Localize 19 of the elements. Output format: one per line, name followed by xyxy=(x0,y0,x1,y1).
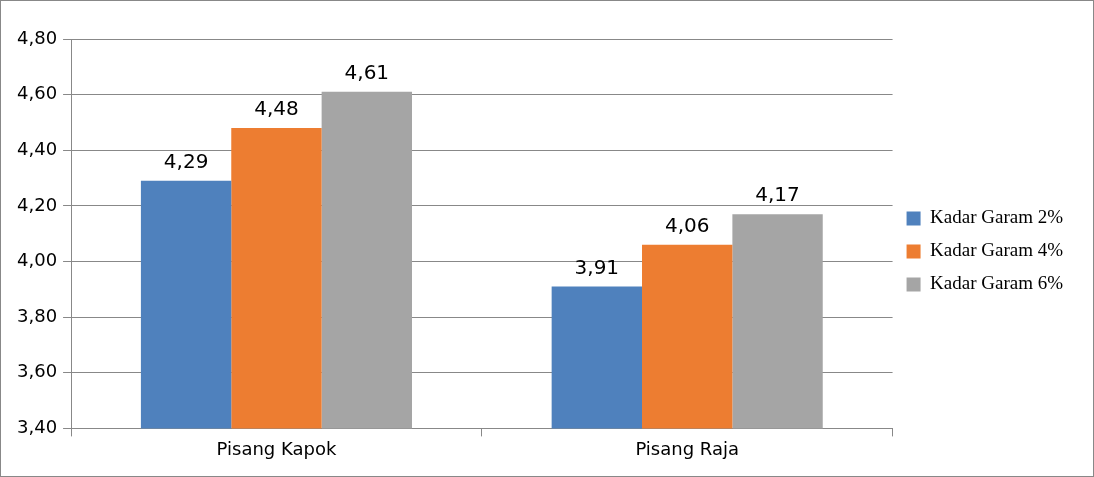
data-label: 4,17 xyxy=(755,182,800,207)
data-label: 4,06 xyxy=(664,213,710,238)
y-tick-label: 4,00 xyxy=(17,249,58,271)
y-tick-label: 4,40 xyxy=(17,137,58,159)
legend-label: Kadar Garam 4% xyxy=(930,239,1064,261)
y-tick-label: 4,60 xyxy=(17,82,58,104)
data-label: 3,91 xyxy=(574,254,620,279)
x-tick-label: Pisang Raja xyxy=(635,437,739,459)
y-tick-label: 3,80 xyxy=(17,304,58,326)
y-tick-label: 4,80 xyxy=(17,26,58,48)
y-tick-label: 4,20 xyxy=(17,193,58,215)
y-tick-label: 3,40 xyxy=(17,416,58,438)
data-label: 4,29 xyxy=(163,149,209,174)
data-label: 4,48 xyxy=(254,96,299,121)
x-tick-label: Pisang Kapok xyxy=(216,437,337,459)
legend-label: Kadar Garam 6% xyxy=(930,272,1064,294)
y-tick-label: 3,60 xyxy=(17,360,58,382)
data-label: 4,61 xyxy=(344,60,390,85)
legend-label: Kadar Garam 2% xyxy=(930,206,1064,228)
